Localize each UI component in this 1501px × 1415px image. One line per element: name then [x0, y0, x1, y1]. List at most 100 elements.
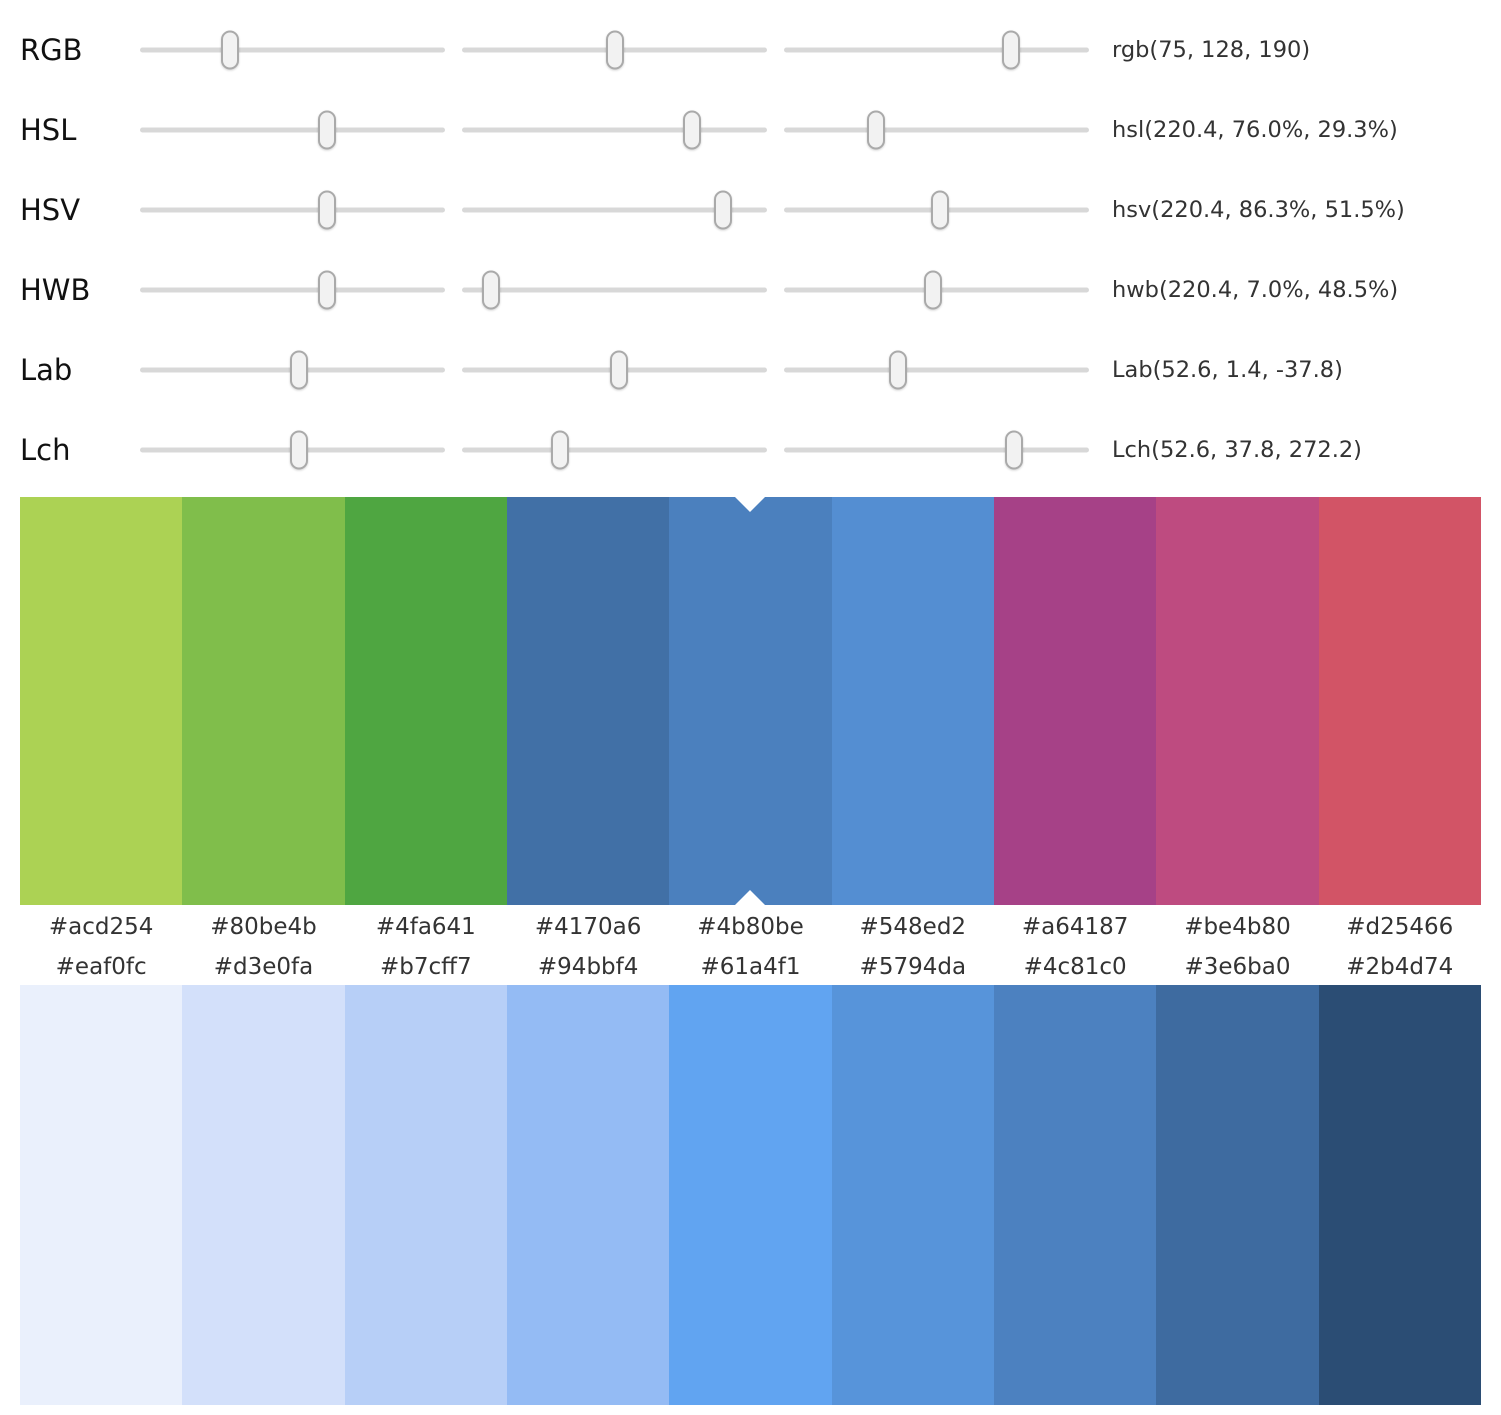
- color-value-text-rgb: rgb(75, 128, 190): [1112, 37, 1311, 63]
- slider-thumb[interactable]: [924, 270, 943, 310]
- slider-thumb[interactable]: [610, 350, 629, 390]
- slider-thumb[interactable]: [713, 190, 732, 230]
- palette-swatch[interactable]: [506, 497, 670, 905]
- swatch-hex-label: #be4b80: [1184, 914, 1291, 940]
- slider-thumb[interactable]: [930, 190, 949, 230]
- slider-thumb[interactable]: [889, 350, 908, 390]
- slider-thumb[interactable]: [317, 270, 336, 310]
- slider-rgb-channel-1[interactable]: [140, 27, 445, 73]
- slider-hsl-channel-3[interactable]: [784, 107, 1089, 153]
- slider-row-lch: Lch Lch(52.6, 37.8, 272.2): [0, 410, 1501, 490]
- slider-track[interactable]: [462, 287, 767, 293]
- slider-thumb[interactable]: [1002, 30, 1021, 70]
- colorspace-label-lab: Lab: [20, 353, 73, 387]
- slider-lch-channel-3[interactable]: [784, 427, 1089, 473]
- slider-hwb-channel-1[interactable]: [140, 267, 445, 313]
- slider-group-lab: [140, 347, 1089, 393]
- swatch-hex-label: #4b80be: [697, 914, 804, 940]
- slider-lab-channel-3[interactable]: [784, 347, 1089, 393]
- selected-color-marker-top: [735, 497, 766, 512]
- slider-thumb[interactable]: [606, 30, 625, 70]
- palette-swatch[interactable]: [1318, 985, 1481, 1405]
- swatch-hex-label: #5794da: [859, 954, 967, 980]
- slider-track[interactable]: [462, 447, 767, 453]
- slider-track[interactable]: [784, 367, 1089, 373]
- slider-thumb[interactable]: [317, 110, 336, 150]
- slider-row-hsl: HSL hsl(220.4, 76.0%, 29.3%): [0, 90, 1501, 170]
- slider-track[interactable]: [140, 287, 445, 293]
- swatch-hex-label: #4fa641: [375, 914, 476, 940]
- slider-group-hsl: [140, 107, 1089, 153]
- slider-hwb-channel-2[interactable]: [462, 267, 767, 313]
- swatch-hex-label: #80be4b: [210, 914, 317, 940]
- slider-hsv-channel-2[interactable]: [462, 187, 767, 233]
- colorspace-label-hsl: HSL: [20, 113, 77, 147]
- slider-hsv-channel-3[interactable]: [784, 187, 1089, 233]
- selected-color-marker-bottom: [735, 890, 766, 905]
- slider-row-lab: Lab Lab(52.6, 1.4, -37.8): [0, 330, 1501, 410]
- slider-row-rgb: RGB rgb(75, 128, 190): [0, 10, 1501, 90]
- slider-lab-channel-1[interactable]: [140, 347, 445, 393]
- slider-group-hsv: [140, 187, 1089, 233]
- palette-swatch[interactable]: [993, 497, 1157, 905]
- slider-track[interactable]: [140, 207, 445, 213]
- palette-swatch[interactable]: [344, 497, 507, 905]
- slider-track[interactable]: [784, 47, 1089, 53]
- slider-thumb[interactable]: [550, 430, 569, 470]
- palette-swatch[interactable]: [506, 985, 670, 1405]
- slider-rgb-channel-2[interactable]: [462, 27, 767, 73]
- colorspace-label-hwb: HWB: [20, 273, 91, 307]
- slider-thumb[interactable]: [220, 30, 239, 70]
- palette-swatch[interactable]: [182, 497, 345, 905]
- hue-hex-labels: #acd254 #80be4b #4fa641 #4170a6 #4b80be #548e…: [20, 905, 1481, 949]
- colorspace-label-hsv: HSV: [20, 193, 81, 227]
- slider-rgb-channel-3[interactable]: [784, 27, 1089, 73]
- palette-swatch[interactable]: [1156, 985, 1319, 1405]
- palette-swatch[interactable]: [993, 985, 1157, 1405]
- palette-swatch[interactable]: [1318, 497, 1481, 905]
- slider-thumb[interactable]: [1005, 430, 1024, 470]
- slider-track[interactable]: [462, 127, 767, 133]
- slider-track[interactable]: [140, 127, 445, 133]
- slider-thumb[interactable]: [289, 430, 308, 470]
- slider-thumb[interactable]: [481, 270, 500, 310]
- slider-hwb-channel-3[interactable]: [784, 267, 1089, 313]
- palette-swatch[interactable]: [831, 497, 994, 905]
- palette-swatch[interactable]: [831, 985, 994, 1405]
- slider-track[interactable]: [140, 47, 445, 53]
- slider-track[interactable]: [784, 127, 1089, 133]
- slider-group-hwb: [140, 267, 1089, 313]
- slider-lch-channel-1[interactable]: [140, 427, 445, 473]
- swatch-hex-label: #4c81c0: [1023, 954, 1127, 980]
- palette-swatch[interactable]: [669, 497, 832, 905]
- palette-swatch[interactable]: [669, 985, 832, 1405]
- slider-hsl-channel-2[interactable]: [462, 107, 767, 153]
- slider-track[interactable]: [784, 447, 1089, 453]
- slider-thumb[interactable]: [866, 110, 885, 150]
- palette-swatch[interactable]: [344, 985, 507, 1405]
- tint-hex-labels: #eaf0fc #d3e0fa #b7cff7 #94bbf4 #61a4f1 #5794…: [20, 949, 1481, 985]
- swatch-hex-label: #d3e0fa: [213, 954, 314, 980]
- slider-thumb[interactable]: [289, 350, 308, 390]
- slider-track[interactable]: [462, 207, 767, 213]
- palette-swatch[interactable]: [182, 985, 345, 1405]
- slider-row-hwb: HWB hwb(220.4, 7.0%, 48.5%): [0, 250, 1501, 330]
- slider-lch-channel-2[interactable]: [462, 427, 767, 473]
- slider-thumb[interactable]: [683, 110, 702, 150]
- slider-hsl-channel-1[interactable]: [140, 107, 445, 153]
- swatch-hex-label: #d25466: [1346, 914, 1454, 940]
- palette-swatch[interactable]: [1156, 497, 1319, 905]
- color-value-text-hwb: hwb(220.4, 7.0%, 48.5%): [1112, 277, 1399, 303]
- swatch-hex-label: #2b4d74: [1346, 954, 1454, 980]
- palette-swatch[interactable]: [20, 497, 183, 905]
- slider-lab-channel-2[interactable]: [462, 347, 767, 393]
- color-value-text-lab: Lab(52.6, 1.4, -37.8): [1112, 357, 1343, 383]
- slider-thumb[interactable]: [317, 190, 336, 230]
- slider-hsv-channel-1[interactable]: [140, 187, 445, 233]
- hue-palette: [20, 497, 1481, 905]
- swatch-hex-label: #94bbf4: [537, 954, 639, 980]
- slider-row-hsv: HSV hsv(220.4, 86.3%, 51.5%): [0, 170, 1501, 250]
- palette-swatch[interactable]: [20, 985, 183, 1405]
- slider-rows: RGB rgb(75, 128, 190) HSL hsl(220.4, 76.0%,…: [0, 0, 1501, 490]
